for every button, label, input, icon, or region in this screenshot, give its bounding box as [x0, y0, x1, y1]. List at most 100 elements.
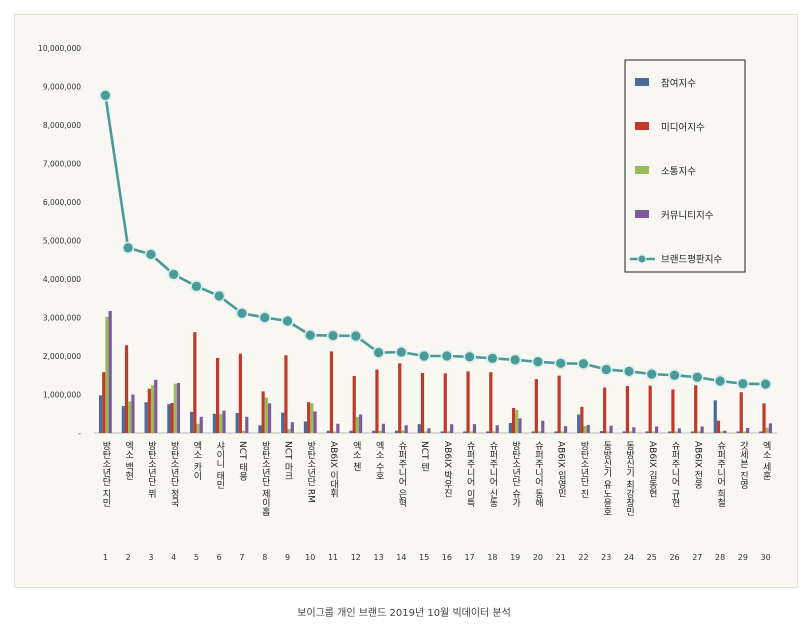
category-label-15: NCT 텐: [419, 441, 429, 471]
bar-소통지수-22: [583, 426, 587, 433]
y-tick-label: 1,000,000: [43, 391, 81, 400]
bar-커뮤니티지수-2: [131, 394, 135, 433]
y-tick-label: 5,000,000: [43, 237, 81, 246]
bar-커뮤니티지수-27: [700, 426, 704, 433]
y-tick-label: 8,000,000: [43, 121, 81, 130]
bar-소통지수-13: [378, 430, 382, 433]
category-label-20: 슈퍼주니어 동해: [533, 441, 543, 508]
brand-index-point-5: [190, 280, 203, 293]
bar-소통지수-12: [355, 416, 360, 433]
bar-소통지수-29: [742, 431, 747, 433]
rank-label-7: 7: [239, 553, 244, 562]
brand-index-point-28: [713, 374, 727, 388]
brand-index-point-3: [144, 248, 158, 261]
bar-커뮤니티지수-25: [654, 426, 659, 433]
bar-소통지수-7: [241, 430, 246, 433]
bar-소통지수-27: [697, 431, 701, 433]
bar-소통지수-23: [606, 431, 610, 433]
bar-참여지수-16: [440, 431, 444, 433]
brand-index-point-29: [736, 377, 750, 390]
category-label-23: 동방신기 유노윤호: [601, 441, 611, 516]
bar-소통지수-11: [333, 431, 337, 433]
bar-커뮤니티지수-29: [746, 428, 750, 433]
bar-소통지수-14: [401, 430, 405, 433]
bar-커뮤니티지수-4: [176, 382, 181, 433]
bar-참여지수-2: [121, 406, 125, 433]
bar-참여지수-17: [463, 431, 467, 433]
bar-참여지수-8: [258, 425, 262, 433]
bar-참여지수-29: [736, 431, 740, 433]
y-tick-label: -: [78, 429, 81, 438]
brand-index-point-6: [213, 289, 226, 303]
brand-index-point-22: [577, 357, 590, 370]
bar-참여지수-19: [508, 422, 512, 433]
bar-소통지수-30: [765, 427, 769, 433]
category-label-30: 엑소 세훈: [761, 440, 771, 480]
rank-label-6: 6: [217, 553, 222, 562]
category-label-25: AB6IX 김동현: [647, 441, 657, 498]
category-label-21: AB6IX 임영민: [556, 441, 566, 498]
category-label-18: 슈퍼주니어 신동: [487, 441, 497, 507]
brand-index-point-11: [326, 329, 340, 342]
bar-미디어지수-21: [557, 375, 561, 433]
bar-소통지수-19: [515, 409, 519, 433]
bar-미디어지수-17: [466, 371, 470, 433]
bar-커뮤니티지수-14: [404, 425, 408, 433]
category-label-28: 슈퍼주니어 희철: [715, 441, 725, 507]
bar-참여지수-1: [98, 395, 103, 433]
brand-index-point-19: [508, 353, 522, 367]
bar-미디어지수-19: [511, 407, 516, 433]
bar-커뮤니티지수-20: [541, 420, 545, 433]
bar-미디어지수-7: [238, 353, 242, 433]
rank-label-4: 4: [171, 553, 176, 562]
bar-소통지수-15: [424, 431, 428, 433]
category-label-8: 방탄소년단 제이홉: [260, 441, 270, 516]
rank-label-30: 30: [761, 553, 771, 562]
bar-참여지수-6: [212, 413, 217, 433]
bar-미디어지수-29: [739, 392, 743, 433]
bar-미디어지수-6: [216, 357, 220, 433]
bar-미디어지수-12: [352, 376, 356, 433]
bar-참여지수-21: [554, 431, 558, 433]
brand-index-point-14: [395, 345, 408, 359]
bar-참여지수-26: [668, 431, 672, 433]
bar-소통지수-5: [196, 423, 200, 433]
bar-미디어지수-15: [420, 372, 425, 433]
category-label-24: 동방신기 최강창민: [624, 441, 634, 516]
brand-index-point-16: [440, 349, 454, 363]
category-label-16: AB6IX 박우진: [442, 441, 452, 498]
bar-소통지수-9: [287, 429, 291, 433]
bar-미디어지수-22: [580, 406, 584, 433]
brand-index-point-18: [486, 352, 499, 365]
bar-미디어지수-1: [102, 372, 106, 433]
brand-index-point-17: [463, 350, 476, 363]
bar-참여지수-28: [713, 400, 717, 433]
y-tick-label: 6,000,000: [43, 198, 81, 207]
brand-index-point-2: [121, 241, 135, 255]
bar-미디어지수-3: [147, 388, 151, 433]
rank-label-29: 29: [738, 553, 748, 562]
bar-참여지수-13: [372, 430, 376, 433]
bar-소통지수-18: [492, 431, 496, 433]
category-label-4: 방탄소년단 정국: [169, 441, 179, 508]
bar-커뮤니티지수-23: [609, 425, 613, 433]
bar-커뮤니티지수-28: [723, 430, 727, 433]
bar-소통지수-10: [310, 403, 314, 433]
bar-커뮤니티지수-1: [108, 310, 112, 433]
rank-label-16: 16: [442, 553, 452, 562]
rank-label-15: 15: [419, 553, 429, 562]
bar-미디어지수-14: [398, 363, 402, 433]
rank-label-1: 1: [103, 553, 108, 562]
legend-label-브랜드평판지수: 브랜드평판지수: [661, 255, 722, 266]
bar-커뮤니티지수-5: [199, 416, 203, 433]
category-label-3: 방탄소년단 뷔: [146, 441, 156, 499]
brand-index-point-10: [304, 329, 317, 342]
legend-label-소통지수: 소통지수: [661, 167, 696, 178]
category-label-11: AB6IX 이대휘: [328, 441, 338, 499]
bar-커뮤니티지수-12: [359, 414, 363, 433]
bar-참여지수-12: [349, 430, 353, 433]
y-tick-label: 3,000,000: [43, 314, 81, 323]
chart-frame: - 1,000,000 2,000,000 3,000,000 4,000,000 5,0…: [14, 14, 798, 588]
brand-index-point-13: [372, 346, 385, 359]
category-label-12: 엑소 첸: [351, 440, 361, 471]
